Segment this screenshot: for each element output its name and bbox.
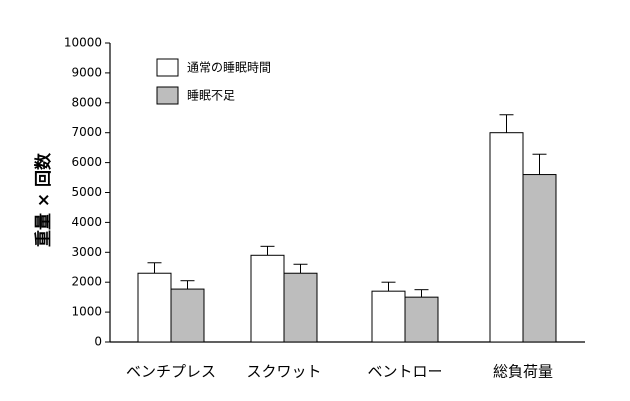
bar <box>283 272 318 343</box>
bar <box>522 174 557 343</box>
y-tick-label: 9000 <box>71 65 102 79</box>
legend-label: 睡眠不足 <box>187 89 235 103</box>
y-tick-label: 10000 <box>64 36 102 50</box>
legend-swatch <box>156 86 179 105</box>
bar <box>489 132 524 343</box>
y-axis-ticks: 0 1000 2000 3000 4000 5000 6000 7000 8000 9000 100… <box>64 36 110 349</box>
x-category-label: ベンチプレス <box>126 363 216 381</box>
bar <box>137 272 172 343</box>
legend-label: 通常の睡眠時間 <box>187 61 271 75</box>
y-tick-label: 7000 <box>71 125 102 139</box>
legend-swatch <box>156 58 179 77</box>
x-category-label: 総負荷量 <box>493 363 553 381</box>
bar <box>250 254 285 343</box>
y-tick-label: 5000 <box>71 185 102 199</box>
x-category-label: スクワット <box>246 363 321 381</box>
y-tick-label: 0 <box>94 335 102 349</box>
bar <box>170 288 205 343</box>
bar <box>371 290 406 343</box>
y-tick-label: 4000 <box>71 215 102 229</box>
y-axis-label: 重量 × 回数 <box>33 152 54 247</box>
y-tick-label: 8000 <box>71 95 102 109</box>
y-tick-label: 1000 <box>71 305 102 319</box>
x-category-label: ベントロー <box>367 363 442 381</box>
y-tick-label: 2000 <box>71 275 102 289</box>
chart-bars <box>137 114 557 343</box>
y-tick-label: 6000 <box>71 155 102 169</box>
x-axis-categories: ベンチプレス スクワット ベントロー 総負荷量 <box>126 363 553 381</box>
bar <box>404 296 439 343</box>
y-tick-label: 3000 <box>71 245 102 259</box>
